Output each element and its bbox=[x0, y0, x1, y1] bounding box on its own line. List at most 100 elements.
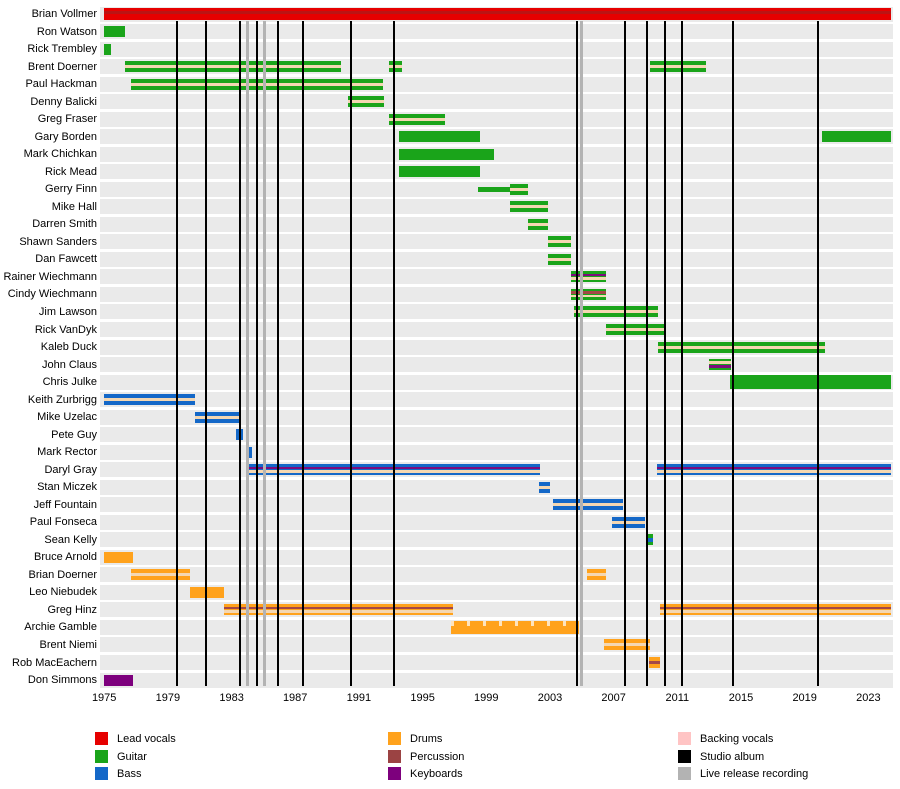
year-tick-label: 1975 bbox=[91, 692, 117, 704]
member-label: Don Simmons bbox=[27, 674, 97, 686]
row-band bbox=[100, 444, 893, 460]
row-band bbox=[100, 497, 893, 513]
role-stripe-backing bbox=[658, 345, 826, 349]
member-label: Daryl Gray bbox=[44, 463, 97, 476]
legend-label: Backing vocals bbox=[700, 733, 774, 745]
row-band bbox=[100, 251, 893, 267]
row-band bbox=[100, 357, 893, 372]
member-label: Mike Uzelac bbox=[37, 411, 97, 424]
legend-swatch-studio-album bbox=[678, 749, 691, 763]
member-bar bbox=[398, 166, 480, 178]
member-label: Rick Mead bbox=[45, 165, 97, 178]
member-label: Brent Niemi bbox=[39, 638, 97, 651]
row-band bbox=[100, 584, 893, 600]
member-label: John Claus bbox=[41, 358, 97, 371]
legend-label: Percussion bbox=[410, 750, 465, 763]
live-release-line bbox=[262, 21, 266, 686]
legend-swatch-bass bbox=[95, 767, 108, 780]
row-band bbox=[100, 549, 893, 565]
legend-label: Drums bbox=[410, 733, 443, 745]
member-label: Brian Vollmer bbox=[31, 8, 97, 20]
member-bar bbox=[104, 8, 891, 20]
legend-swatch-live-release-recording bbox=[678, 767, 691, 780]
legend-swatch-keyboards bbox=[388, 767, 401, 780]
role-stripe-backing bbox=[612, 520, 646, 524]
member-bar bbox=[104, 551, 133, 563]
row-band bbox=[100, 111, 893, 127]
member-bar bbox=[104, 394, 195, 406]
studio-album-line bbox=[681, 21, 684, 686]
member-label: Paul Hackman bbox=[25, 78, 97, 91]
role-stripe-keyboards bbox=[570, 273, 606, 277]
member-label: Keith Zurbrigg bbox=[27, 393, 97, 406]
studio-album-line bbox=[302, 21, 305, 686]
member-bar bbox=[729, 375, 891, 389]
member-bar bbox=[124, 61, 342, 73]
legend-label: Studio album bbox=[700, 750, 765, 763]
role-stripe-backing bbox=[104, 398, 195, 402]
studio-album-line bbox=[176, 21, 179, 686]
member-label: Rob MacEachern bbox=[12, 656, 97, 669]
member-label: Mark Chichkan bbox=[23, 148, 97, 161]
role-stripe-backing bbox=[548, 257, 571, 261]
role-stripe-backing bbox=[570, 294, 606, 298]
member-label: Denny Balicki bbox=[30, 95, 97, 108]
role-stripe-backing bbox=[650, 65, 706, 69]
row-band bbox=[100, 94, 893, 110]
studio-album-line bbox=[817, 21, 820, 686]
member-bar bbox=[104, 43, 111, 55]
member-label: Leo Niebudek bbox=[29, 586, 97, 599]
row-band bbox=[100, 146, 893, 162]
member-label: Chris Julke bbox=[42, 376, 97, 388]
role-stripe-darkred bbox=[104, 11, 891, 15]
year-tick-label: 2007 bbox=[601, 692, 626, 704]
member-bar bbox=[548, 236, 571, 248]
member-label: Cindy Wiechmann bbox=[7, 288, 97, 301]
year-tick-label: 2019 bbox=[792, 692, 817, 704]
member-label: Dan Fawcett bbox=[35, 253, 97, 266]
live-release-line bbox=[580, 21, 584, 686]
member-bar bbox=[245, 446, 253, 458]
legend-label: Bass bbox=[117, 768, 142, 780]
member-label: Ron Watson bbox=[36, 25, 97, 38]
member-label: Paul Fonseca bbox=[29, 516, 97, 529]
row-band bbox=[100, 479, 893, 495]
year-tick-label: 2015 bbox=[728, 692, 754, 704]
member-bar bbox=[398, 148, 495, 160]
year-tick-label: 2003 bbox=[537, 692, 563, 704]
member-bar bbox=[527, 218, 549, 230]
member-bar bbox=[548, 253, 571, 265]
studio-album-line bbox=[392, 21, 395, 686]
year-tick-label: 1987 bbox=[282, 692, 308, 704]
row-band bbox=[100, 234, 893, 250]
row-band bbox=[100, 41, 893, 57]
member-bar bbox=[104, 26, 125, 37]
role-stripe-backing bbox=[510, 205, 549, 209]
row-band bbox=[100, 672, 893, 688]
member-bar bbox=[570, 288, 606, 300]
member-bar bbox=[104, 674, 133, 686]
year-tick-label: 2023 bbox=[856, 692, 881, 704]
row-band bbox=[100, 269, 893, 285]
member-label: Pete Guy bbox=[51, 428, 97, 441]
studio-album-line bbox=[256, 21, 258, 686]
member-bar bbox=[586, 569, 606, 581]
role-stripe-backing bbox=[510, 187, 528, 191]
role-band bbox=[647, 537, 654, 542]
member-label: Gary Borden bbox=[34, 130, 97, 143]
member-bar bbox=[570, 271, 606, 283]
legend-label: Keyboards bbox=[410, 768, 463, 780]
member-bar bbox=[389, 61, 402, 73]
year-tick-label: 1999 bbox=[474, 692, 499, 704]
member-label: Sean Kelly bbox=[44, 533, 97, 546]
studio-album-line bbox=[350, 21, 352, 686]
role-stripe-backing bbox=[709, 361, 732, 364]
row-band bbox=[100, 24, 893, 39]
legend-label: Lead vocals bbox=[117, 733, 176, 745]
member-label: Greg Fraser bbox=[37, 113, 97, 126]
role-stripe-backing bbox=[389, 117, 445, 121]
role-stripe-backing bbox=[527, 222, 549, 226]
member-bar bbox=[822, 131, 891, 143]
legend-swatch-backing-vocals bbox=[678, 732, 691, 745]
